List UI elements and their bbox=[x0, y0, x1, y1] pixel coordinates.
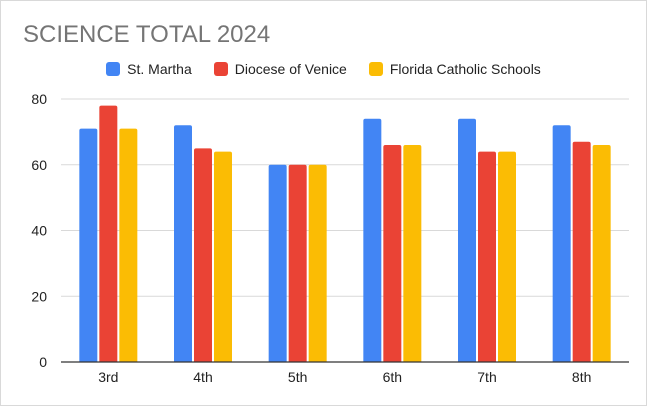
bar bbox=[119, 128, 138, 362]
chart-title: SCIENCE TOTAL 2024 bbox=[23, 21, 271, 48]
bar bbox=[572, 141, 591, 362]
y-tick-label: 80 bbox=[31, 91, 47, 107]
x-tick-label: 7th bbox=[477, 369, 496, 385]
bar bbox=[592, 145, 611, 362]
x-tick-label: 4th bbox=[193, 369, 212, 385]
bar bbox=[403, 145, 422, 362]
legend-label: Diocese of Venice bbox=[234, 61, 347, 77]
y-tick-label: 0 bbox=[39, 354, 47, 370]
x-tick-label: 8th bbox=[572, 369, 591, 385]
x-tick-label: 5th bbox=[288, 369, 307, 385]
bar bbox=[194, 148, 212, 362]
bar bbox=[99, 105, 118, 362]
y-tick-label: 60 bbox=[31, 157, 47, 173]
y-tick-label: 20 bbox=[31, 288, 47, 304]
bar bbox=[174, 125, 192, 362]
legend-swatch bbox=[368, 62, 383, 76]
x-tick-label: 3rd bbox=[98, 369, 118, 385]
y-tick-label: 40 bbox=[31, 223, 47, 239]
legend-label: St. Martha bbox=[127, 61, 192, 77]
legend-item-florida-catholic-schools[interactable]: Florida Catholic Schools bbox=[368, 61, 541, 77]
bar bbox=[308, 164, 327, 362]
legend-swatch bbox=[106, 62, 121, 76]
bar bbox=[478, 151, 496, 362]
x-tick-label: 6th bbox=[383, 369, 402, 385]
legend-item-diocese-of-venice[interactable]: Diocese of Venice bbox=[213, 61, 347, 77]
legend-item-st-martha[interactable]: St. Martha bbox=[106, 61, 192, 77]
legend-label: Florida Catholic Schools bbox=[389, 61, 541, 77]
bar bbox=[363, 118, 382, 362]
bar bbox=[458, 118, 476, 362]
bar bbox=[288, 164, 307, 362]
legend: St. Martha Diocese of Venice Florida Cat… bbox=[1, 61, 646, 77]
bar bbox=[383, 145, 402, 362]
bar bbox=[552, 125, 571, 362]
bar bbox=[498, 151, 516, 362]
bar bbox=[268, 164, 287, 362]
bar bbox=[79, 128, 98, 362]
bar bbox=[214, 151, 232, 362]
legend-swatch bbox=[213, 62, 228, 76]
